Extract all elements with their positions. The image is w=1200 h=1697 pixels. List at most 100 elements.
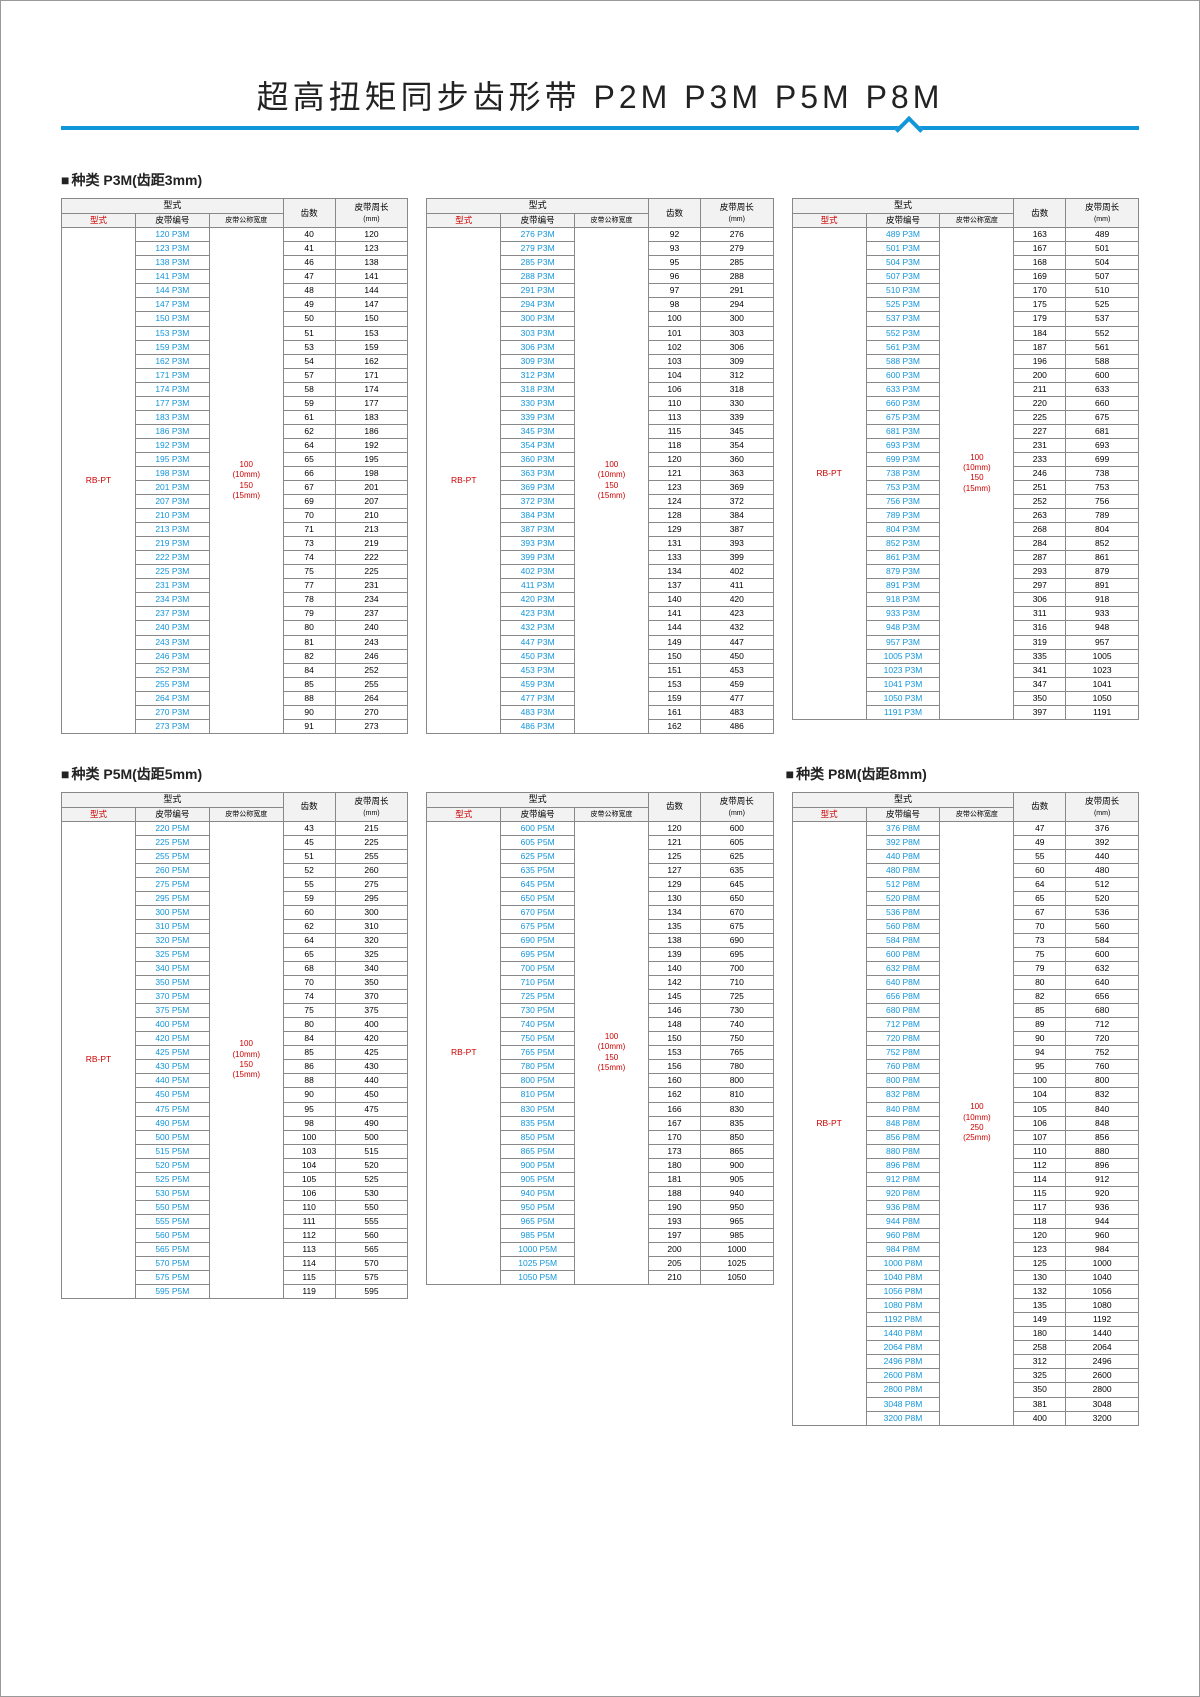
belt-link[interactable]: 920 P8M bbox=[886, 1188, 920, 1198]
belt-link[interactable]: 309 P3M bbox=[521, 356, 555, 366]
belt-link[interactable]: 861 P3M bbox=[886, 552, 920, 562]
belt-link[interactable]: 447 P3M bbox=[521, 637, 555, 647]
belt-link[interactable]: 392 P8M bbox=[886, 837, 920, 847]
belt-link[interactable]: 948 P3M bbox=[886, 622, 920, 632]
belt-link[interactable]: 243 P3M bbox=[155, 637, 189, 647]
belt-link[interactable]: 1050 P5M bbox=[518, 1272, 557, 1282]
belt-link[interactable]: 891 P3M bbox=[886, 580, 920, 590]
belt-link[interactable]: 411 P3M bbox=[521, 580, 554, 590]
belt-link[interactable]: 354 P3M bbox=[521, 440, 555, 450]
belt-link[interactable]: 984 P8M bbox=[886, 1244, 920, 1254]
belt-link[interactable]: 810 P5M bbox=[521, 1089, 555, 1099]
belt-link[interactable]: 138 P3M bbox=[155, 257, 189, 267]
belt-link[interactable]: 273 P3M bbox=[155, 721, 189, 731]
belt-link[interactable]: 384 P3M bbox=[521, 510, 555, 520]
belt-link[interactable]: 510 P3M bbox=[886, 285, 920, 295]
belt-link[interactable]: 936 P8M bbox=[886, 1202, 920, 1212]
belt-link[interactable]: 856 P8M bbox=[886, 1132, 920, 1142]
belt-link[interactable]: 525 P5M bbox=[155, 1174, 189, 1184]
belt-link[interactable]: 219 P3M bbox=[155, 538, 189, 548]
belt-link[interactable]: 147 P3M bbox=[155, 299, 189, 309]
belt-link[interactable]: 399 P3M bbox=[521, 552, 555, 562]
belt-link[interactable]: 306 P3M bbox=[521, 342, 555, 352]
belt-link[interactable]: 896 P8M bbox=[886, 1160, 920, 1170]
belt-link[interactable]: 177 P3M bbox=[155, 398, 189, 408]
belt-link[interactable]: 550 P5M bbox=[155, 1202, 189, 1212]
belt-link[interactable]: 536 P8M bbox=[886, 907, 920, 917]
belt-link[interactable]: 512 P8M bbox=[886, 879, 920, 889]
belt-link[interactable]: 905 P5M bbox=[521, 1174, 555, 1184]
belt-link[interactable]: 500 P5M bbox=[155, 1132, 189, 1142]
belt-link[interactable]: 804 P3M bbox=[886, 524, 920, 534]
belt-link[interactable]: 141 P3M bbox=[155, 271, 189, 281]
belt-link[interactable]: 440 P5M bbox=[155, 1075, 189, 1085]
belt-link[interactable]: 252 P3M bbox=[155, 665, 189, 675]
belt-link[interactable]: 570 P5M bbox=[155, 1258, 189, 1268]
belt-link[interactable]: 310 P5M bbox=[155, 921, 189, 931]
belt-link[interactable]: 345 P3M bbox=[521, 426, 555, 436]
belt-link[interactable]: 525 P3M bbox=[886, 299, 920, 309]
belt-link[interactable]: 725 P5M bbox=[521, 991, 555, 1001]
belt-link[interactable]: 276 P3M bbox=[521, 229, 555, 239]
belt-link[interactable]: 700 P5M bbox=[521, 963, 555, 973]
belt-link[interactable]: 515 P5M bbox=[155, 1146, 189, 1156]
belt-link[interactable]: 800 P5M bbox=[521, 1075, 555, 1085]
belt-link[interactable]: 231 P3M bbox=[155, 580, 189, 590]
belt-link[interactable]: 255 P3M bbox=[155, 679, 189, 689]
belt-link[interactable]: 600 P5M bbox=[521, 823, 555, 833]
belt-link[interactable]: 640 P8M bbox=[886, 977, 920, 987]
belt-link[interactable]: 120 P3M bbox=[155, 229, 189, 239]
belt-link[interactable]: 2496 P8M bbox=[884, 1356, 923, 1366]
belt-link[interactable]: 240 P3M bbox=[155, 622, 189, 632]
belt-link[interactable]: 402 P3M bbox=[521, 566, 555, 576]
belt-link[interactable]: 490 P5M bbox=[155, 1118, 189, 1128]
belt-link[interactable]: 237 P3M bbox=[155, 608, 189, 618]
belt-link[interactable]: 260 P5M bbox=[155, 865, 189, 875]
belt-link[interactable]: 475 P5M bbox=[155, 1104, 189, 1114]
belt-link[interactable]: 552 P3M bbox=[886, 328, 920, 338]
belt-link[interactable]: 756 P3M bbox=[886, 496, 920, 506]
belt-link[interactable]: 225 P5M bbox=[155, 837, 189, 847]
belt-link[interactable]: 186 P3M bbox=[155, 426, 189, 436]
belt-link[interactable]: 3200 P8M bbox=[884, 1413, 923, 1423]
belt-link[interactable]: 432 P3M bbox=[521, 622, 555, 632]
belt-link[interactable]: 210 P3M bbox=[155, 510, 189, 520]
belt-link[interactable]: 291 P3M bbox=[521, 285, 555, 295]
belt-link[interactable]: 303 P3M bbox=[521, 328, 555, 338]
belt-link[interactable]: 159 P3M bbox=[155, 342, 189, 352]
belt-link[interactable]: 1023 P3M bbox=[884, 665, 923, 675]
belt-link[interactable]: 123 P3M bbox=[155, 243, 189, 253]
belt-link[interactable]: 681 P3M bbox=[886, 426, 920, 436]
belt-link[interactable]: 848 P8M bbox=[886, 1118, 920, 1128]
belt-link[interactable]: 420 P3M bbox=[521, 594, 555, 604]
belt-link[interactable]: 933 P3M bbox=[886, 608, 920, 618]
belt-link[interactable]: 537 P3M bbox=[886, 313, 920, 323]
belt-link[interactable]: 220 P5M bbox=[155, 823, 189, 833]
belt-link[interactable]: 372 P3M bbox=[521, 496, 555, 506]
belt-link[interactable]: 507 P3M bbox=[886, 271, 920, 281]
belt-link[interactable]: 450 P5M bbox=[155, 1089, 189, 1099]
belt-link[interactable]: 153 P3M bbox=[155, 328, 189, 338]
belt-link[interactable]: 363 P3M bbox=[521, 468, 555, 478]
belt-link[interactable]: 300 P3M bbox=[521, 313, 555, 323]
belt-link[interactable]: 1440 P8M bbox=[884, 1328, 923, 1338]
belt-link[interactable]: 850 P5M bbox=[521, 1132, 555, 1142]
belt-link[interactable]: 369 P3M bbox=[521, 482, 555, 492]
belt-link[interactable]: 183 P3M bbox=[155, 412, 189, 422]
belt-link[interactable]: 150 P3M bbox=[155, 313, 189, 323]
belt-link[interactable]: 940 P5M bbox=[521, 1188, 555, 1198]
belt-link[interactable]: 645 P5M bbox=[521, 879, 555, 889]
belt-link[interactable]: 423 P3M bbox=[521, 608, 555, 618]
belt-link[interactable]: 1192 P8M bbox=[884, 1314, 922, 1324]
belt-link[interactable]: 1000 P8M bbox=[884, 1258, 923, 1268]
belt-link[interactable]: 295 P5M bbox=[155, 893, 189, 903]
belt-link[interactable]: 192 P3M bbox=[155, 440, 189, 450]
belt-link[interactable]: 1000 P5M bbox=[518, 1244, 557, 1254]
belt-link[interactable]: 632 P8M bbox=[886, 963, 920, 973]
belt-link[interactable]: 944 P8M bbox=[886, 1216, 920, 1226]
belt-link[interactable]: 865 P5M bbox=[521, 1146, 555, 1156]
belt-link[interactable]: 504 P3M bbox=[886, 257, 920, 267]
belt-link[interactable]: 330 P3M bbox=[521, 398, 555, 408]
belt-link[interactable]: 693 P3M bbox=[886, 440, 920, 450]
belt-link[interactable]: 650 P5M bbox=[521, 893, 555, 903]
